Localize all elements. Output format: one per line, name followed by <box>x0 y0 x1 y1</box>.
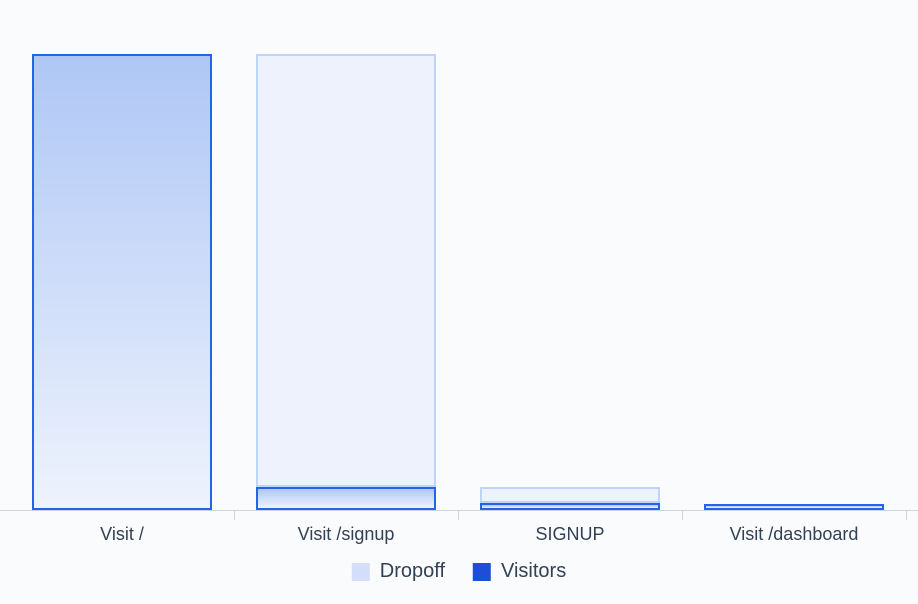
bar-dropoff <box>256 54 436 486</box>
x-axis-tick <box>458 510 459 520</box>
x-axis-label: SIGNUP <box>535 524 604 545</box>
legend-item: Visitors <box>473 560 566 583</box>
legend: Dropoff Visitors <box>352 560 566 583</box>
x-axis-label: Visit / <box>100 524 144 545</box>
funnel-chart: Visit / Visit /signup SIGNUP Visit /dashboa… <box>0 0 918 604</box>
x-axis-label: Visit /signup <box>298 524 395 545</box>
bar-dropoff <box>480 487 660 503</box>
x-axis-tick <box>234 510 235 520</box>
bar-visitors <box>256 487 436 510</box>
bar-visitors <box>704 504 884 510</box>
x-axis-tick <box>682 510 683 520</box>
legend-label: Dropoff <box>380 560 445 583</box>
bar-visitors <box>32 54 212 510</box>
x-axis-label: Visit /dashboard <box>730 524 859 545</box>
legend-swatch <box>352 563 370 581</box>
x-axis-tick <box>906 510 907 520</box>
legend-item: Dropoff <box>352 560 445 583</box>
legend-swatch <box>473 563 491 581</box>
legend-label: Visitors <box>501 560 566 583</box>
x-axis-baseline <box>0 510 918 511</box>
bar-visitors <box>480 503 660 510</box>
